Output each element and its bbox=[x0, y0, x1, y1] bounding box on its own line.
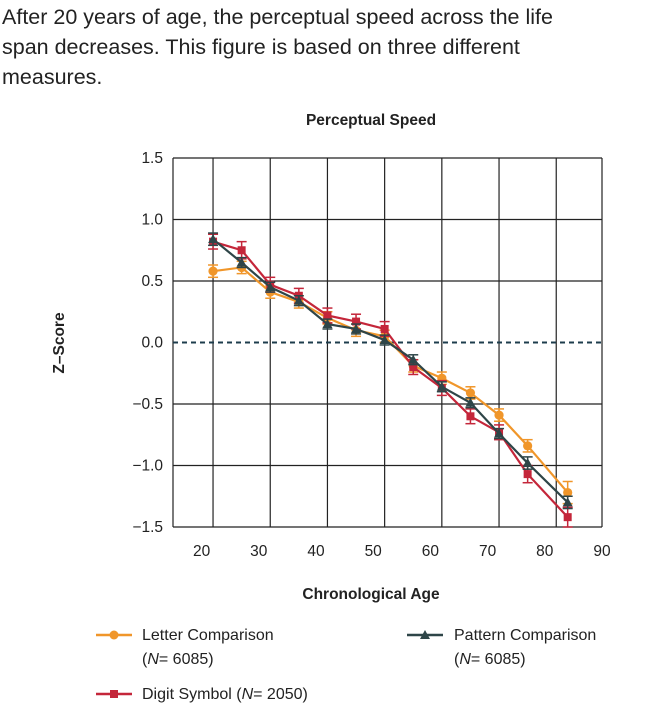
x-tick-label: 70 bbox=[479, 543, 497, 560]
x-tick-label: 90 bbox=[593, 543, 611, 560]
x-axis-label: Chronological Age bbox=[302, 586, 440, 603]
data-point-pattern bbox=[465, 397, 476, 407]
data-point-pattern bbox=[379, 335, 390, 345]
data-point-pattern bbox=[436, 381, 447, 391]
data-point-pattern bbox=[494, 428, 505, 438]
series-pattern bbox=[208, 232, 573, 510]
y-tick-label: 1.5 bbox=[141, 150, 163, 167]
series-digit bbox=[208, 233, 573, 528]
legend-label-digit: Digit Symbol ( bbox=[142, 686, 242, 703]
data-point-digit bbox=[409, 363, 418, 372]
data-point-letter bbox=[208, 266, 218, 276]
data-point-pattern bbox=[236, 257, 247, 267]
data-point-digit bbox=[237, 246, 246, 255]
data-point-pattern bbox=[208, 234, 219, 244]
data-point-digit bbox=[352, 317, 361, 326]
data-point-digit bbox=[523, 470, 532, 479]
data-point-digit bbox=[323, 311, 332, 320]
series-letter bbox=[208, 260, 573, 505]
data-point-digit bbox=[380, 324, 389, 333]
data-point-pattern bbox=[408, 354, 419, 364]
x-tick-label: 60 bbox=[422, 543, 440, 560]
data-point-letter bbox=[523, 441, 533, 451]
data-point-pattern bbox=[265, 282, 276, 292]
caption-line-2: span decreases. This figure is based on … bbox=[2, 35, 520, 59]
legend-marker-letter bbox=[96, 630, 132, 640]
y-tick-label: −0.5 bbox=[132, 396, 163, 413]
legend-label-letter: Letter Comparison bbox=[142, 627, 274, 644]
y-tick-label: −1.0 bbox=[132, 458, 163, 475]
legend-marker-digit bbox=[96, 690, 132, 698]
x-tick-label: 80 bbox=[536, 543, 554, 560]
series bbox=[208, 232, 573, 528]
x-tick-label: 50 bbox=[365, 543, 383, 560]
data-point-letter bbox=[563, 487, 573, 498]
data-point-letter bbox=[494, 410, 504, 420]
x-tick-label: 20 bbox=[193, 543, 211, 560]
data-point-digit bbox=[466, 412, 475, 421]
y-tick-label: −1.5 bbox=[132, 519, 163, 536]
y-tick-label: 0.5 bbox=[141, 273, 163, 290]
data-point-pattern bbox=[322, 319, 333, 329]
data-point-pattern bbox=[351, 323, 362, 333]
legend-label-pattern: Pattern Comparison bbox=[454, 627, 597, 644]
y-tick-label: 0.0 bbox=[141, 335, 163, 352]
chart-title: Perceptual Speed bbox=[306, 112, 436, 129]
data-point-pattern bbox=[562, 497, 573, 507]
caption-line-1: After 20 years of age, the perceptual sp… bbox=[2, 5, 553, 29]
series-line-letter bbox=[212, 266, 569, 494]
legend-marker-pattern bbox=[407, 630, 443, 639]
data-point-letter bbox=[465, 388, 476, 398]
y-tick-label: 1.0 bbox=[141, 212, 163, 229]
caption-line-3: measures. bbox=[2, 65, 103, 89]
data-point-digit bbox=[563, 513, 572, 522]
x-tick-label: 40 bbox=[307, 543, 325, 560]
x-tick-label: 30 bbox=[250, 543, 268, 560]
tick-labels: 1.5 1.0 0.5 0.0 −0.5 −1.0 −1.5 20 30 40 50 60 70 80 90 bbox=[132, 150, 611, 560]
data-point-pattern bbox=[293, 295, 304, 305]
y-axis-label: Z–Score bbox=[51, 312, 68, 374]
data-point-pattern bbox=[522, 458, 533, 468]
figure-caption: After 20 years of age, the perceptual sp… bbox=[2, 2, 645, 92]
